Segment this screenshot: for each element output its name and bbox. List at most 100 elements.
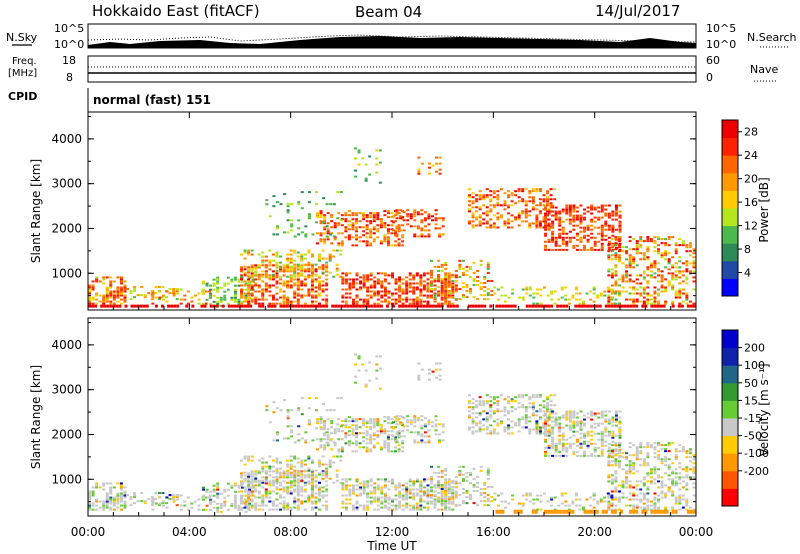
power-cell xyxy=(119,286,123,289)
power-cell xyxy=(478,208,482,211)
power-cell xyxy=(332,235,336,238)
power-cell xyxy=(244,298,248,301)
velocity-cell xyxy=(397,432,401,435)
power-cell xyxy=(583,212,587,215)
velocity-cell xyxy=(546,500,550,503)
power-cell xyxy=(667,280,671,283)
power-cell xyxy=(319,232,323,235)
power-cell xyxy=(617,246,621,249)
power-cell xyxy=(247,300,251,303)
power-cell xyxy=(392,215,395,218)
power-cell xyxy=(412,276,416,279)
velocity-cell xyxy=(528,500,532,503)
power-cell xyxy=(433,277,437,280)
velocity-cell xyxy=(105,492,109,495)
velocity-cell xyxy=(282,475,286,478)
power-cell xyxy=(524,214,528,217)
power-cell xyxy=(674,266,678,269)
power-cell xyxy=(667,272,671,275)
velocity-cell xyxy=(390,498,394,501)
velocity-cell xyxy=(240,494,243,497)
power-cell xyxy=(531,200,535,203)
power-cell xyxy=(561,226,565,229)
velocity-cell xyxy=(667,468,671,471)
power-cell xyxy=(458,265,462,268)
velocity-cell xyxy=(610,482,614,485)
velocity-cell xyxy=(468,406,471,409)
velocity-cell xyxy=(419,482,423,485)
velocity-cell xyxy=(419,508,423,511)
power-cell xyxy=(632,300,636,303)
power-cell xyxy=(461,296,465,299)
power-cell xyxy=(621,280,625,283)
velocity-cell xyxy=(398,502,402,505)
power-cell xyxy=(296,263,300,266)
velocity-cell xyxy=(507,412,511,415)
velocity-cell xyxy=(674,502,678,505)
velocity-cell xyxy=(423,425,427,428)
power-cell xyxy=(307,294,311,297)
power-cell xyxy=(510,226,514,229)
velocity-cell xyxy=(366,504,370,507)
velocity-cell xyxy=(544,446,547,449)
velocity-cell xyxy=(369,448,373,451)
power-cell xyxy=(685,260,689,263)
power-cell xyxy=(329,203,333,206)
velocity-cell xyxy=(461,465,465,468)
power-cell xyxy=(538,222,542,225)
power-cell xyxy=(438,172,442,175)
power-cell xyxy=(639,236,643,239)
velocity-cell xyxy=(379,448,383,451)
velocity-cell xyxy=(296,478,300,481)
velocity-cell xyxy=(91,492,95,495)
velocity-cell xyxy=(503,506,507,509)
velocity-cell xyxy=(282,472,286,475)
velocity-cell xyxy=(102,500,106,503)
velocity-cell xyxy=(458,504,462,507)
velocity-cell xyxy=(154,492,158,495)
velocity-cell xyxy=(607,410,611,413)
velocity-cell xyxy=(535,430,539,433)
velocity-cell xyxy=(357,369,361,372)
velocity-cell xyxy=(565,412,569,415)
power-cell xyxy=(551,206,555,209)
velocity-cell xyxy=(600,422,604,425)
power-cell xyxy=(430,282,433,285)
power-cell xyxy=(667,252,671,255)
power-cell xyxy=(319,240,323,243)
power-cell xyxy=(607,258,611,261)
power-cell xyxy=(408,302,412,305)
colorbar-swatch xyxy=(722,137,738,156)
power-cell xyxy=(600,216,604,219)
velocity-cell xyxy=(618,432,622,435)
power-cell xyxy=(380,272,384,275)
power-cell xyxy=(395,225,399,228)
power-cell xyxy=(561,232,565,235)
power-cell xyxy=(646,266,650,269)
velocity-cell xyxy=(268,455,272,458)
power-cell xyxy=(413,304,417,308)
velocity-cell xyxy=(380,486,384,489)
power-cell xyxy=(489,190,493,193)
power-cell xyxy=(438,235,442,238)
velocity-cell xyxy=(279,476,283,479)
power-cell xyxy=(677,304,681,308)
velocity-cell xyxy=(544,454,547,457)
velocity-cell xyxy=(261,498,265,501)
power-cell xyxy=(332,249,336,252)
power-cell xyxy=(547,228,551,231)
velocity-cell xyxy=(617,442,621,445)
velocity-cell xyxy=(600,442,604,445)
velocity-cell xyxy=(558,434,562,437)
velocity-cell xyxy=(216,484,220,487)
nsky-label: N.Sky xyxy=(6,31,38,44)
power-cell xyxy=(351,244,355,247)
power-cell xyxy=(383,222,387,225)
velocity-cell xyxy=(441,431,445,434)
velocity-cell xyxy=(671,484,675,487)
velocity-cell xyxy=(355,432,359,435)
power-cell xyxy=(485,196,489,199)
power-cell xyxy=(600,242,604,245)
power-cell xyxy=(550,298,554,301)
power-cell xyxy=(335,273,339,276)
